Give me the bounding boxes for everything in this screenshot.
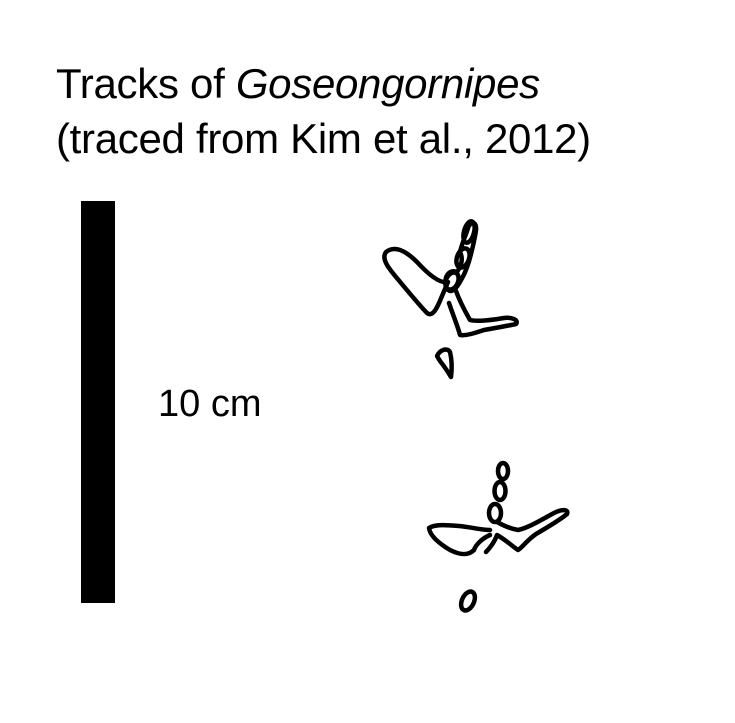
- scale-bar-label: 10 cm: [158, 383, 262, 425]
- title-line-1: Tracks of Goseongornipes: [56, 56, 591, 111]
- footprint-upper-digit-left: [382, 246, 451, 317]
- title-line-2: (traced from Kim et al., 2012): [56, 115, 591, 162]
- footprint-upper-hallux: [434, 347, 454, 380]
- footprint-upper-pad-1: [461, 219, 477, 245]
- footprint-lower-digit-left: [426, 522, 493, 557]
- scale-bar: [81, 201, 115, 603]
- footprint-lower: [426, 460, 570, 613]
- figure-title: Tracks of Goseongornipes (traced from Ki…: [56, 56, 591, 166]
- footprint-upper-digit-right: [446, 288, 519, 338]
- title-taxon-name: Goseongornipes: [235, 60, 540, 107]
- footprint-upper-pad-2: [454, 246, 472, 270]
- footprint-lower-hallux: [458, 589, 478, 613]
- footprint-upper: [382, 219, 519, 380]
- footprint-lower-digit-right: [483, 507, 570, 555]
- footprint-lower-pad-1: [495, 460, 511, 482]
- title-prefix: Tracks of: [56, 60, 236, 107]
- footprint-lower-pad-2: [492, 479, 508, 503]
- footprint-lower-pad-3: [486, 501, 504, 525]
- footprint-upper-pad-3: [443, 270, 461, 292]
